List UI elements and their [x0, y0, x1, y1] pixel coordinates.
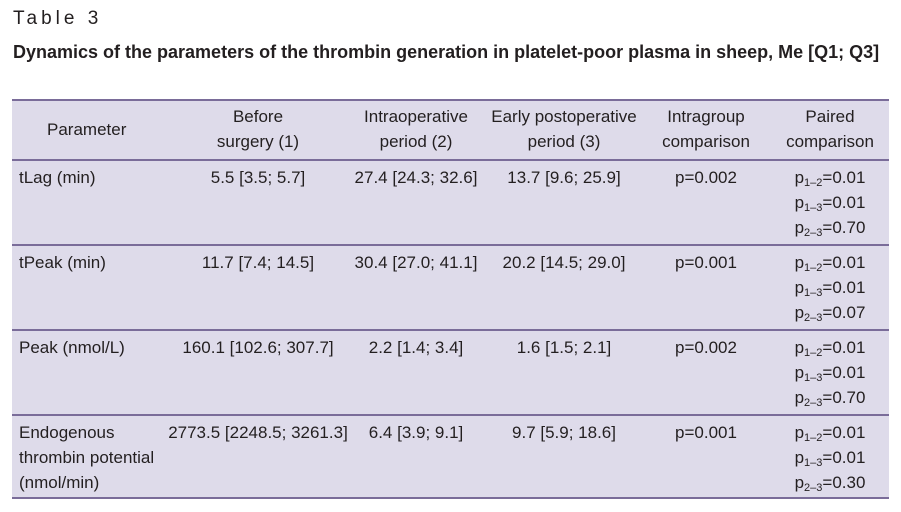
cell-intraoperative: 27.4 [24.3; 32.6] — [354, 168, 478, 187]
cell-parameter: tLag (min) — [19, 168, 96, 187]
cell-paired: p1–2=0.01 p1–3=0.01 p2–3=0.30 — [780, 420, 880, 495]
header-before-surgery: Before surgery (1) — [216, 107, 300, 151]
table-row: tLag (min) 5.5 [3.5; 5.7] 27.4 [24.3; 32.6… — [12, 161, 889, 246]
cell-before-surgery: 160.1 [102.6; 307.7] — [182, 338, 334, 357]
cell-intraoperative: 6.4 [3.9; 9.1] — [368, 423, 464, 442]
paired-p-value: p2–3=0.70 — [794, 388, 866, 409]
table-caption: Dynamics of the parameters of the thromb… — [13, 42, 880, 62]
cell-intraoperative: 30.4 [27.0; 41.1] — [354, 253, 478, 272]
header-parameter: Parameter — [47, 119, 127, 139]
table-row: Peak (nmol/L) 160.1 [102.6; 307.7] 2.2 [1.… — [12, 331, 889, 416]
cell-intraoperative: 2.2 [1.4; 3.4] — [368, 338, 464, 357]
paired-p-value: p1–2=0.01 — [794, 423, 866, 444]
data-table: Parameter Before surgery (1) Intraoperati… — [12, 99, 889, 499]
cell-parameter: Peak (nmol/L) — [19, 338, 125, 357]
cell-parameter: tPeak (min) — [19, 253, 106, 272]
cell-parameter: Endogenous thrombin potential (nmol/min) — [19, 423, 155, 492]
cell-intragroup: p=0.001 — [675, 423, 737, 442]
paired-p-value: p1–3=0.01 — [794, 448, 866, 469]
table-label: Table 3 — [13, 8, 103, 29]
cell-paired: p1–2=0.01 p1–3=0.01 p2–3=0.70 — [780, 335, 880, 410]
cell-before-surgery: 11.7 [7.4; 14.5] — [201, 253, 315, 272]
paired-p-value: p1–2=0.01 — [794, 253, 866, 274]
header-paired: Paired comparison — [786, 107, 874, 151]
cell-early-postoperative: 9.7 [5.9; 18.6] — [512, 423, 616, 442]
cell-paired: p1–2=0.01 p1–3=0.01 p2–3=0.70 — [780, 165, 880, 240]
paired-p-value: p2–3=0.07 — [794, 303, 866, 324]
paired-p-value: p1–2=0.01 — [794, 168, 866, 189]
cell-early-postoperative: 20.2 [14.5; 29.0] — [502, 253, 626, 272]
cell-before-surgery: 5.5 [3.5; 5.7] — [210, 168, 306, 187]
header-intragroup: Intragroup comparison — [662, 107, 750, 151]
paired-p-value: p1–3=0.01 — [794, 278, 866, 299]
cell-intragroup: p=0.002 — [675, 338, 737, 357]
table-row: Endogenous thrombin potential (nmol/min) 27… — [12, 416, 889, 497]
header-intraoperative: Intraoperative period (2) — [364, 107, 468, 151]
cell-early-postoperative: 1.6 [1.5; 2.1] — [516, 338, 612, 357]
cell-intragroup: p=0.001 — [675, 253, 737, 272]
header-early-postoperative: Early postoperative period (3) — [491, 107, 637, 151]
paired-p-value: p1–2=0.01 — [794, 338, 866, 359]
cell-before-surgery: 2773.5 [2248.5; 3261.3] — [168, 423, 348, 442]
table-header: Parameter Before surgery (1) Intraoperati… — [12, 101, 889, 161]
paired-p-value: p1–3=0.01 — [794, 193, 866, 214]
cell-intragroup: p=0.002 — [675, 168, 737, 187]
paired-p-value: p2–3=0.70 — [794, 218, 866, 239]
paired-p-value: p2–3=0.30 — [794, 473, 866, 494]
cell-paired: p1–2=0.01 p1–3=0.01 p2–3=0.07 — [780, 250, 880, 325]
cell-early-postoperative: 13.7 [9.6; 25.9] — [507, 168, 621, 187]
table-row: tPeak (min) 11.7 [7.4; 14.5] 30.4 [27.0; 4… — [12, 246, 889, 331]
paired-p-value: p1–3=0.01 — [794, 363, 866, 384]
